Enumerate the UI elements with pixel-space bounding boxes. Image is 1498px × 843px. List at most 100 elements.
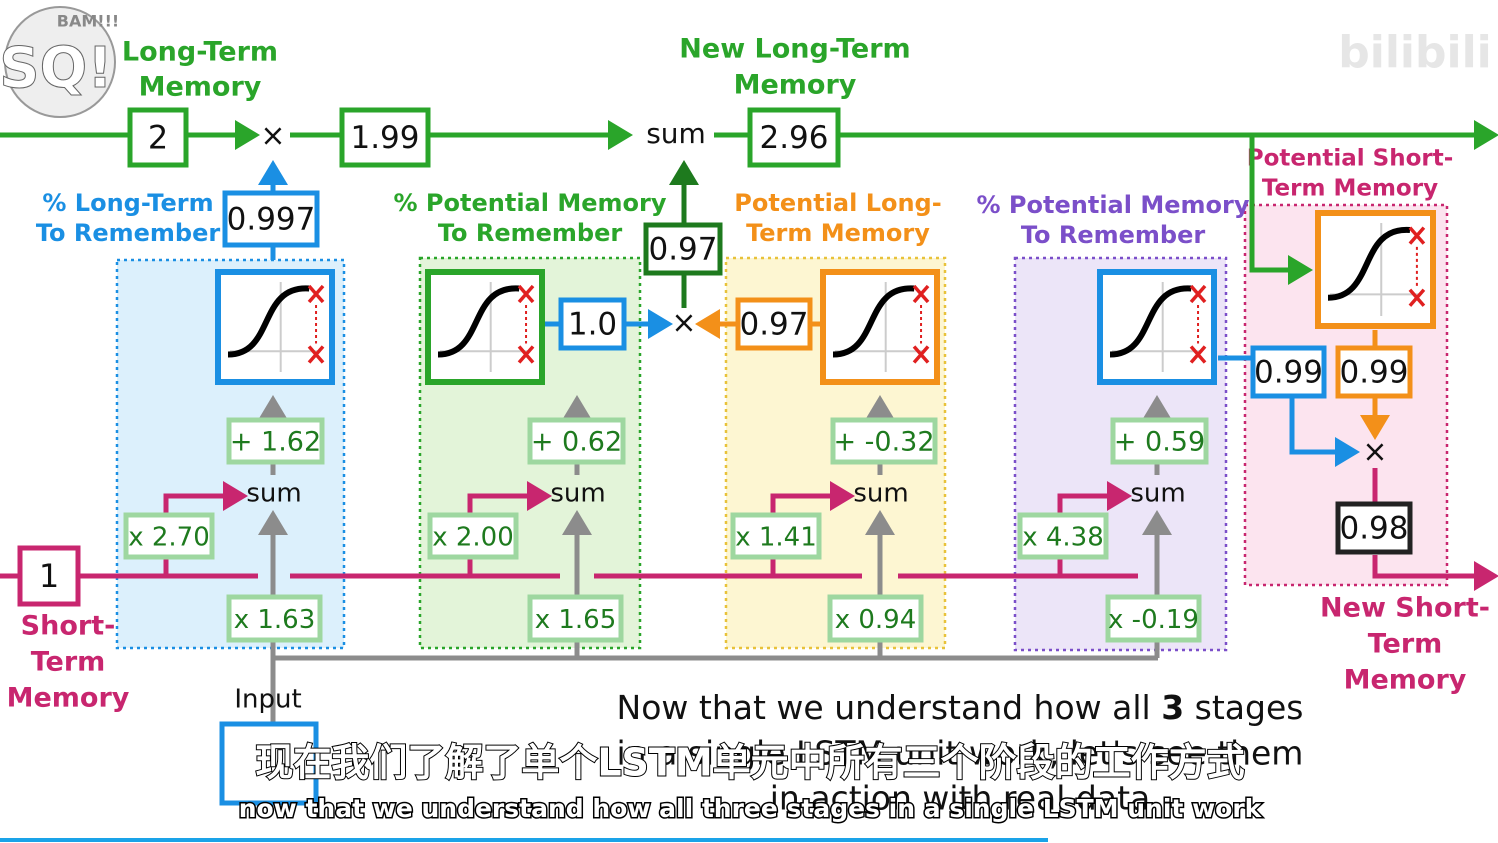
sigmoid-curve xyxy=(437,285,520,358)
label: SQ! xyxy=(0,36,113,101)
value-box xyxy=(527,594,624,643)
label: + -0.32 xyxy=(833,427,934,458)
sigmoid-curve xyxy=(832,285,915,358)
sigmoid-icon xyxy=(215,269,335,385)
input-box xyxy=(219,721,319,806)
label: x 0.94 xyxy=(835,605,917,635)
red-x xyxy=(307,345,325,364)
label: Short- xyxy=(21,611,116,642)
label: Term Memory xyxy=(746,219,930,247)
label: 0.97 xyxy=(739,307,808,343)
value-box xyxy=(1110,417,1209,465)
label: in a single LSTM unit work, let's see th… xyxy=(617,734,1304,773)
label: 0.99 xyxy=(1339,355,1408,391)
label: × xyxy=(260,119,285,154)
value-box xyxy=(1250,345,1327,399)
label: x 1.65 xyxy=(535,605,617,635)
label: x 1.41 xyxy=(735,523,817,553)
sigmoid-icon xyxy=(820,269,940,385)
red-x xyxy=(1408,226,1426,245)
sigmoid-curve xyxy=(1109,285,1192,358)
connector xyxy=(1249,135,1313,285)
label: x 4.38 xyxy=(1022,523,1104,553)
value-box xyxy=(527,417,626,465)
label: Memory xyxy=(139,72,262,103)
label: New Short- xyxy=(1320,593,1490,624)
label: × xyxy=(671,306,696,341)
value-box xyxy=(226,594,323,643)
label: Long-Term xyxy=(122,37,278,68)
red-x xyxy=(517,284,535,304)
value-box xyxy=(735,297,813,351)
label: 0.997 xyxy=(227,202,316,238)
label: To Remember xyxy=(36,219,221,247)
value-box xyxy=(747,107,841,168)
label: x 1.63 xyxy=(234,605,316,635)
label: 0.98 xyxy=(1339,511,1408,547)
label: + 1.62 xyxy=(230,427,321,458)
label: 现在我们了解了单个LSTM单元中所有三个阶段的工作方式 xyxy=(255,741,1244,785)
value-box xyxy=(1335,501,1413,555)
red-x xyxy=(1189,345,1207,364)
label: sum xyxy=(853,479,908,509)
label: 1 xyxy=(39,557,59,595)
label: New Long-Term xyxy=(679,34,910,65)
sigmoid-icon xyxy=(425,269,545,385)
sigmoid-icon xyxy=(1315,210,1436,329)
label: x -0.19 xyxy=(1108,605,1199,635)
red-x xyxy=(517,345,535,364)
label: 2 xyxy=(148,119,168,157)
label: % Potential Memory xyxy=(394,189,667,217)
red-x xyxy=(307,284,325,304)
label: + 0.62 xyxy=(531,427,622,458)
value-box xyxy=(226,417,325,465)
sigmoid-icon xyxy=(1097,269,1217,385)
value-box xyxy=(127,107,189,168)
caption-part: stages xyxy=(1184,688,1303,727)
label: Potential Long- xyxy=(734,189,941,217)
label: 1.99 xyxy=(350,120,419,156)
value-box xyxy=(558,297,627,351)
label: Term xyxy=(1368,629,1443,660)
value-box xyxy=(643,222,723,276)
caption-part: Now that we understand how all xyxy=(617,688,1162,727)
label: % Long-Term xyxy=(42,189,213,217)
sigmoid-curve xyxy=(227,285,310,358)
label: × xyxy=(1362,435,1387,470)
value-box xyxy=(339,107,431,168)
label: x 2.00 xyxy=(432,523,514,553)
label: + 0.59 xyxy=(1114,427,1205,458)
label: sum xyxy=(550,479,605,509)
red-x xyxy=(1408,288,1426,307)
caption: Now that we understand how all 3 stages xyxy=(617,688,1304,727)
label: now that we understand how all three sta… xyxy=(239,794,1263,823)
value-box xyxy=(1105,594,1202,643)
progress-bar xyxy=(0,838,1048,842)
label: 1.0 xyxy=(568,307,617,343)
value-box xyxy=(1017,512,1109,560)
caption-part: 3 xyxy=(1161,688,1184,727)
logo-bg xyxy=(4,6,116,118)
label: 0.99 xyxy=(1254,355,1323,391)
value-box xyxy=(1335,345,1413,399)
label: sum xyxy=(246,479,301,509)
red-x xyxy=(912,284,930,304)
value-box xyxy=(222,190,320,248)
label: 0.97 xyxy=(648,232,717,268)
label: Memory xyxy=(7,683,130,714)
label: % Potential Memory xyxy=(977,191,1250,219)
label: sum xyxy=(1130,479,1185,509)
label: 2.96 xyxy=(759,120,828,156)
label: BAM!!! xyxy=(57,12,119,31)
label: Memory xyxy=(1344,665,1467,696)
value-box xyxy=(427,512,519,560)
red-x xyxy=(1189,284,1207,304)
value-box xyxy=(730,512,822,560)
value-box xyxy=(830,417,938,465)
label: To Remember xyxy=(1021,221,1206,249)
red-x xyxy=(912,345,930,364)
label: bilibili xyxy=(1338,27,1491,78)
value-box xyxy=(17,545,81,607)
